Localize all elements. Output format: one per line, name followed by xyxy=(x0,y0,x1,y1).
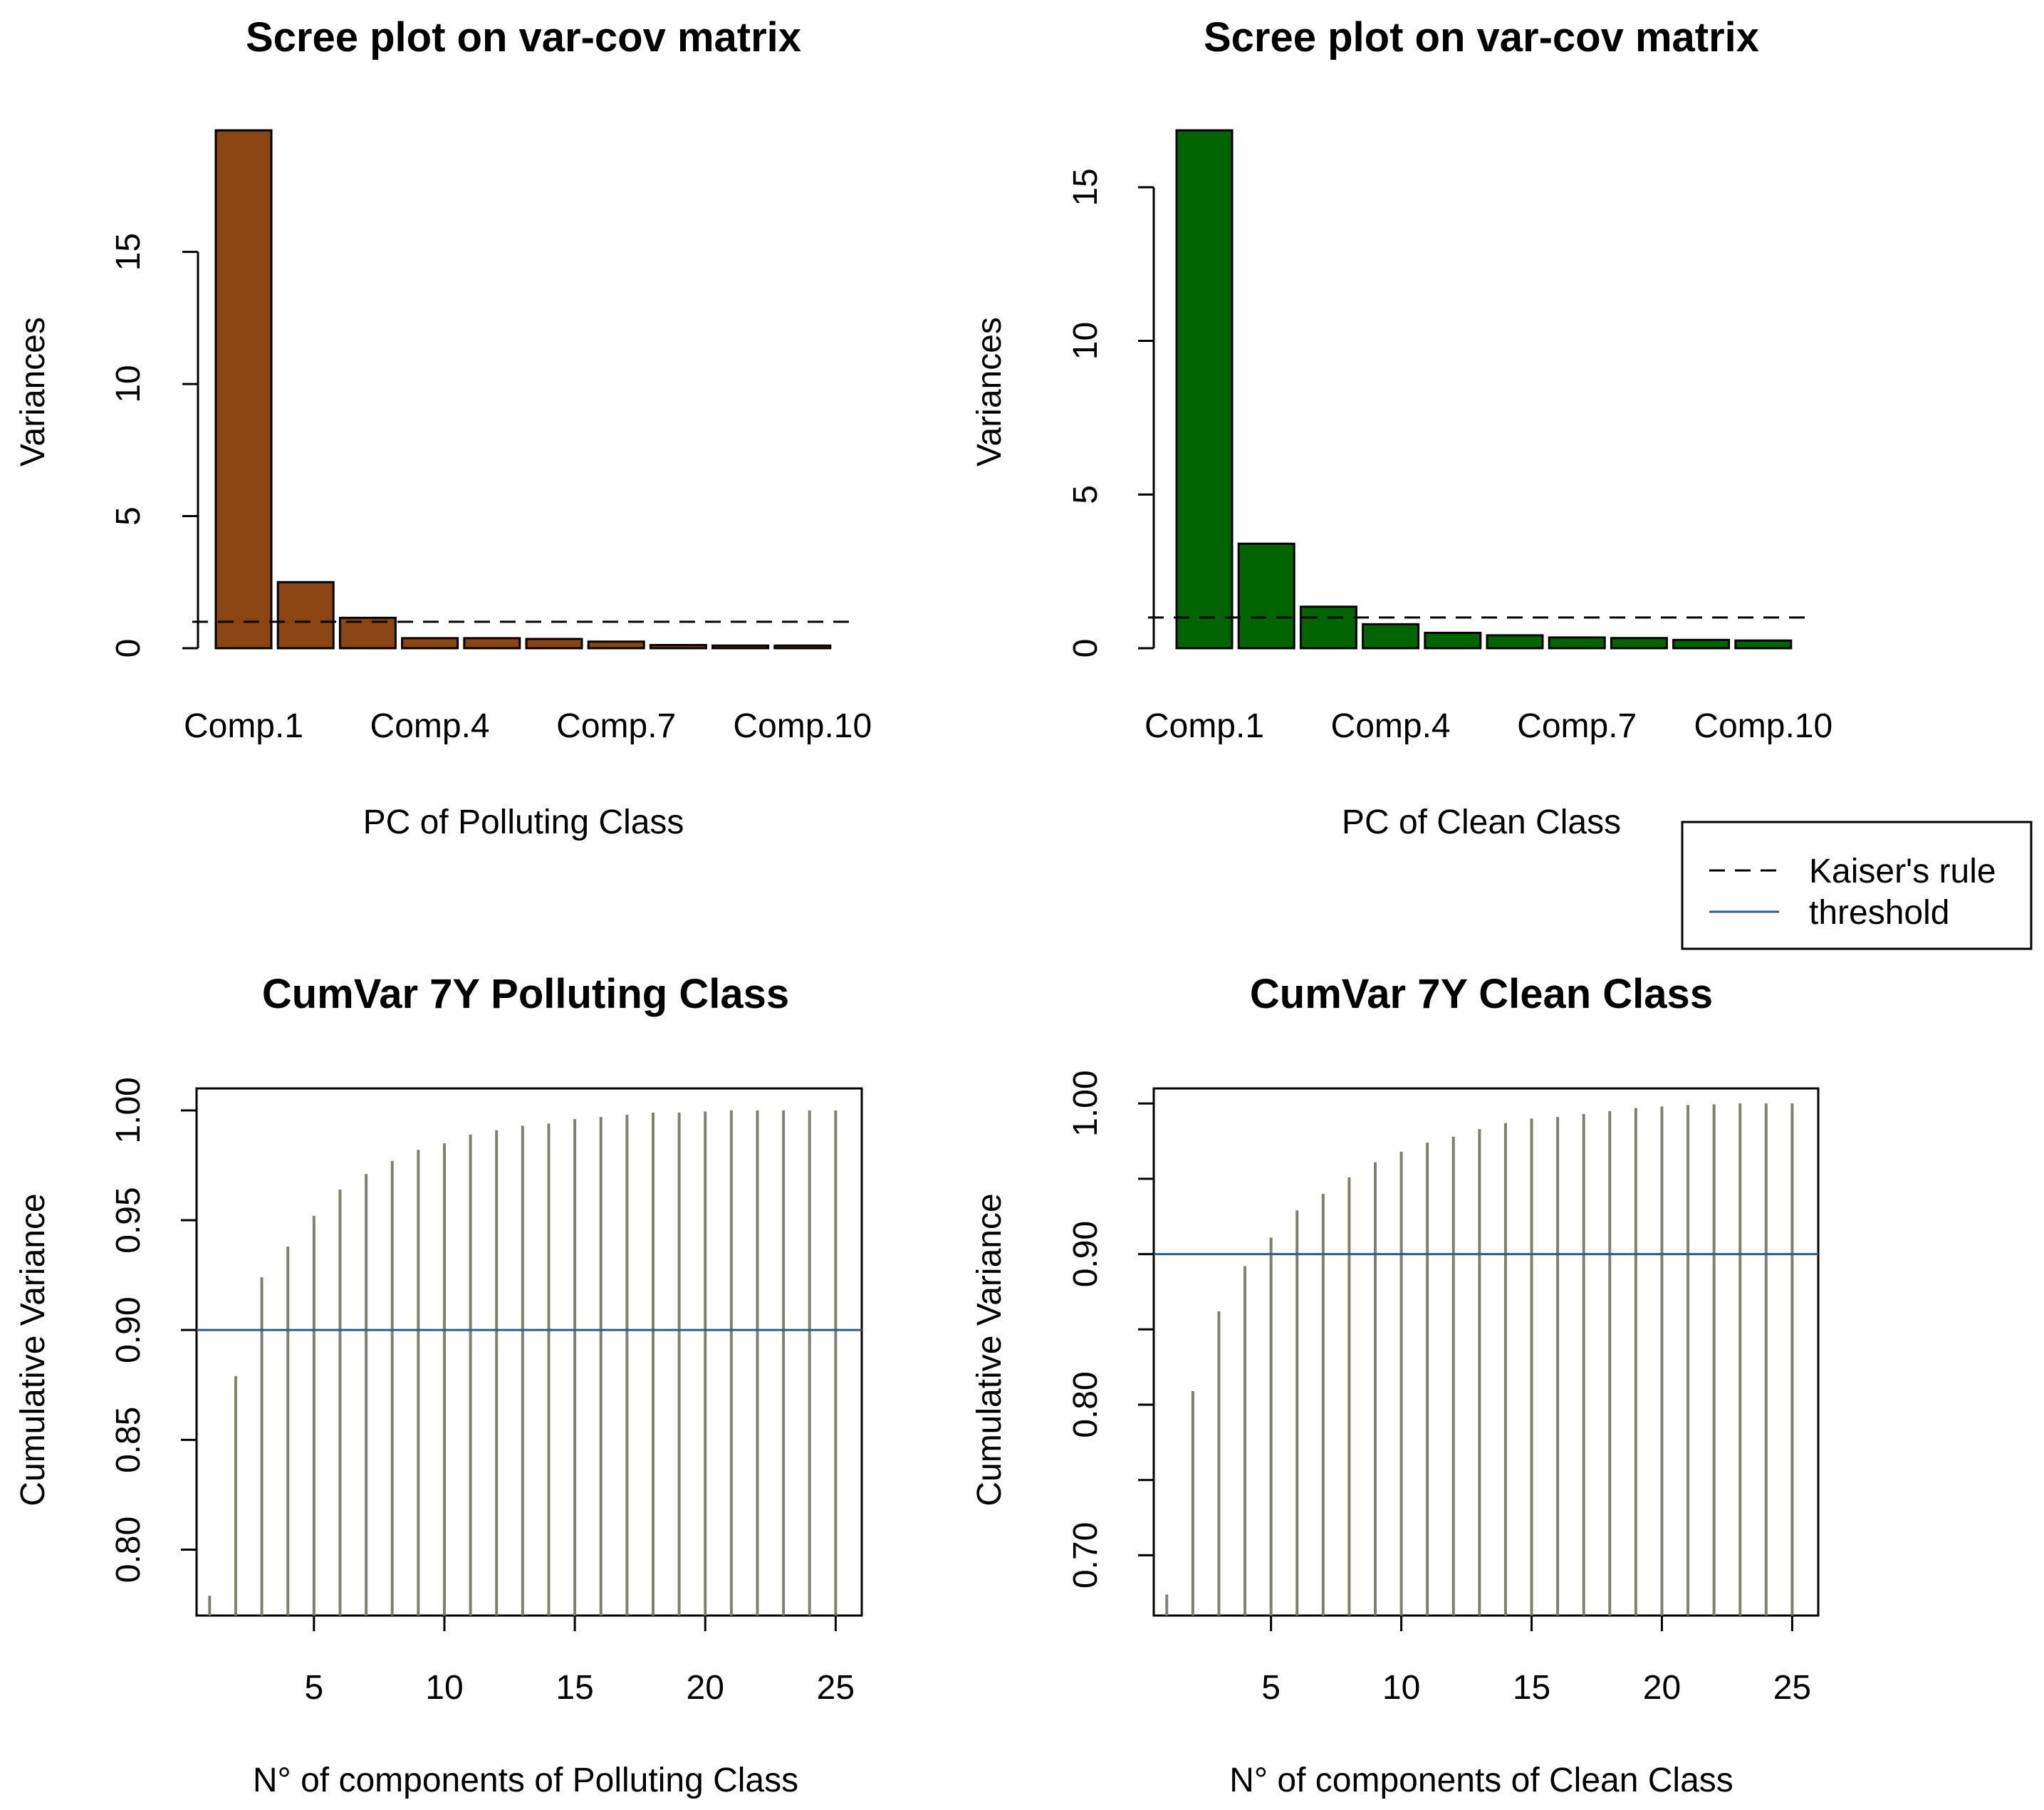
y-tick-label: 0.95 xyxy=(110,1187,147,1253)
bar xyxy=(463,637,521,650)
y-tick-label: 0.80 xyxy=(1067,1371,1105,1437)
bar xyxy=(1362,623,1420,650)
bar xyxy=(1672,638,1731,650)
bar xyxy=(1175,129,1234,650)
bar xyxy=(401,637,459,650)
scree-clean-panel: Scree plot on var-cov matrix PC of Clean… xyxy=(971,14,1832,841)
x-tick-label: Comp.4 xyxy=(370,707,490,745)
legend-label-threshold: threshold xyxy=(1809,894,1949,932)
y-tick-label: 0.85 xyxy=(110,1407,147,1473)
x-tick-label: 25 xyxy=(817,1669,855,1707)
y-tick-label: 10 xyxy=(110,365,147,402)
y-tick-label: 0.90 xyxy=(110,1296,147,1363)
x-axis-label: N° of components of Polluting Class xyxy=(253,1762,798,1799)
y-tick-label: 5 xyxy=(110,506,147,526)
x-tick-label: Comp.7 xyxy=(556,707,676,745)
bar xyxy=(1424,631,1482,650)
bar xyxy=(1299,605,1357,650)
y-tick-label: 0.90 xyxy=(1067,1221,1105,1287)
x-tick-label: Comp.10 xyxy=(733,707,872,745)
y-axis-label: Variances xyxy=(14,317,52,467)
y-tick-label: 15 xyxy=(1067,168,1105,206)
y-axis-label: Cumulative Variance xyxy=(14,1193,52,1506)
x-tick-label: Comp.1 xyxy=(1144,707,1264,745)
x-tick-label: 15 xyxy=(556,1669,593,1707)
y-tick-label: 1.00 xyxy=(110,1077,147,1143)
bar xyxy=(1486,634,1544,650)
bar xyxy=(711,644,770,650)
bar xyxy=(1734,639,1793,650)
y-tick-label: 10 xyxy=(1067,322,1105,360)
x-tick-label: Comp.10 xyxy=(1694,707,1832,745)
legend-box xyxy=(1681,821,2033,950)
x-axis-label: PC of Polluting Class xyxy=(363,803,684,841)
bar xyxy=(525,638,583,650)
y-tick-label: 0.70 xyxy=(1067,1522,1105,1588)
bar xyxy=(773,644,832,650)
y-axis-label: Cumulative Variance xyxy=(971,1193,1008,1506)
x-tick-label: 10 xyxy=(425,1669,463,1707)
legend-label-kaisers-rule: Kaiser's rule xyxy=(1809,853,1996,890)
y-axis-label: Variances xyxy=(971,317,1008,467)
bar xyxy=(649,644,707,650)
x-axis-label: N° of components of Clean Class xyxy=(1229,1762,1733,1799)
bar xyxy=(1548,636,1606,650)
bar xyxy=(1237,542,1295,650)
x-axis-label: PC of Clean Class xyxy=(1342,803,1621,841)
x-tick-label: Comp.4 xyxy=(1331,707,1451,745)
x-tick-label: 20 xyxy=(687,1669,724,1707)
x-tick-label: Comp.7 xyxy=(1517,707,1637,745)
chart-title: Scree plot on var-cov matrix xyxy=(1204,14,1759,61)
plot-frame xyxy=(195,1087,863,1617)
bar xyxy=(587,640,645,650)
chart-title: CumVar 7Y Polluting Class xyxy=(262,971,789,1017)
x-tick-label: 10 xyxy=(1382,1669,1420,1707)
cumvar-clean-panel: CumVar 7Y Clean Class N° of components o… xyxy=(971,971,1820,1799)
y-tick-label: 0.80 xyxy=(110,1517,147,1583)
plot-frame xyxy=(1152,1087,1820,1617)
bar xyxy=(214,129,273,650)
y-tick-label: 15 xyxy=(110,233,147,271)
x-tick-label: 20 xyxy=(1643,1669,1681,1707)
x-tick-label: 5 xyxy=(1261,1669,1281,1707)
x-tick-label: 25 xyxy=(1773,1669,1811,1707)
x-tick-label: Comp.1 xyxy=(184,707,303,745)
chart-title: CumVar 7Y Clean Class xyxy=(1250,971,1713,1017)
cumvar-polluting-panel: CumVar 7Y Polluting Class N° of componen… xyxy=(14,971,863,1799)
x-tick-label: 5 xyxy=(304,1669,323,1707)
bar xyxy=(1610,637,1668,650)
bar xyxy=(338,616,397,650)
y-tick-label: 1.00 xyxy=(1067,1070,1105,1136)
y-tick-label: 0 xyxy=(110,639,147,658)
x-tick-label: 15 xyxy=(1513,1669,1550,1707)
y-tick-label: 5 xyxy=(1067,485,1105,504)
bar xyxy=(276,581,335,650)
chart-title: Scree plot on var-cov matrix xyxy=(246,14,801,61)
y-tick-label: 0 xyxy=(1067,639,1105,658)
scree-polluting-panel: Scree plot on var-cov matrix PC of Pollu… xyxy=(14,14,872,841)
legend: Kaiser's rule threshold xyxy=(1681,821,2033,950)
